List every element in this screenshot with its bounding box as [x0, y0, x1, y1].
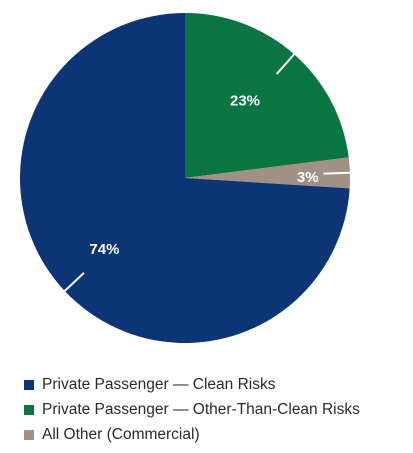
pie-data-labels: 23% 3% 74%	[89, 92, 318, 258]
pie-data-label: 23%	[230, 92, 260, 109]
legend-label: All Other (Commercial)	[42, 425, 200, 443]
pie-slice	[185, 13, 349, 178]
legend-swatch	[24, 379, 34, 390]
pie-chart: 23% 3% 74%	[19, 13, 351, 343]
pie-data-label: 74%	[89, 241, 119, 258]
pie-leader-lines	[63, 52, 351, 293]
legend-item: Private Passenger — Clean Risks	[24, 372, 360, 397]
pie-data-label: 3%	[297, 169, 319, 186]
legend-label: Private Passenger — Other-Than-Clean Ris…	[42, 400, 360, 418]
legend-label: Private Passenger — Clean Risks	[42, 375, 276, 393]
pie-slice	[185, 157, 350, 189]
chart-legend: Private Passenger — Clean Risks Private P…	[24, 372, 360, 447]
pie-leader-line	[63, 272, 85, 293]
legend-item: Private Passenger — Other-Than-Clean Ris…	[24, 397, 360, 422]
pie-slices	[19, 13, 350, 343]
legend-item: All Other (Commercial)	[24, 422, 360, 447]
legend-swatch	[24, 429, 34, 440]
pie-leader-line	[323, 171, 351, 175]
legend-swatch	[24, 404, 34, 415]
pie-leader-line	[275, 52, 296, 75]
pie-slice	[19, 13, 350, 343]
